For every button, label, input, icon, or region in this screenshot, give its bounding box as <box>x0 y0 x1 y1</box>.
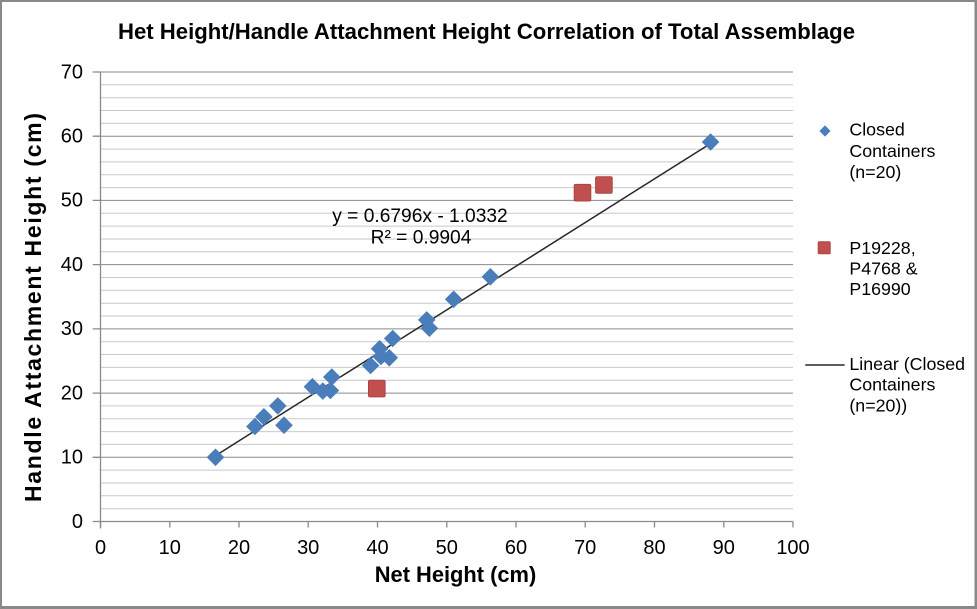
svg-text:40: 40 <box>366 537 388 559</box>
svg-text:40: 40 <box>61 254 83 276</box>
svg-text:30: 30 <box>297 537 319 559</box>
svg-text:60: 60 <box>505 537 527 559</box>
svg-text:50: 50 <box>436 537 458 559</box>
svg-text:P16990: P16990 <box>849 279 910 299</box>
svg-text:P4768 &: P4768 & <box>849 258 917 278</box>
svg-text:Linear (Closed: Linear (Closed <box>849 354 965 374</box>
svg-text:70: 70 <box>574 537 596 559</box>
svg-text:P19228,: P19228, <box>849 238 915 258</box>
svg-text:20: 20 <box>61 382 83 404</box>
svg-text:(n=20)): (n=20)) <box>849 395 907 415</box>
svg-text:Containers: Containers <box>849 374 935 394</box>
svg-text:60: 60 <box>61 126 83 148</box>
svg-text:y = 0.6796x - 1.0332: y = 0.6796x - 1.0332 <box>332 206 507 227</box>
svg-text:70: 70 <box>61 61 83 83</box>
svg-text:(n=20): (n=20) <box>849 162 901 182</box>
svg-text:Handle Attachment Height (cm): Handle Attachment Height (cm) <box>20 113 46 502</box>
svg-text:20: 20 <box>228 537 250 559</box>
svg-text:Closed: Closed <box>849 120 904 140</box>
svg-text:0: 0 <box>72 511 83 533</box>
svg-text:50: 50 <box>61 190 83 212</box>
svg-text:80: 80 <box>643 537 665 559</box>
svg-text:100: 100 <box>776 537 809 559</box>
svg-text:Net Height (cm): Net Height (cm) <box>375 562 537 587</box>
svg-text:90: 90 <box>713 537 735 559</box>
svg-text:0: 0 <box>95 537 106 559</box>
svg-text:10: 10 <box>159 537 181 559</box>
svg-text:10: 10 <box>61 447 83 469</box>
svg-text:Containers: Containers <box>849 141 935 161</box>
svg-text:Het Height/Handle Attachment H: Het Height/Handle Attachment Height Corr… <box>118 19 855 44</box>
svg-text:30: 30 <box>61 318 83 340</box>
svg-text:R² = 0.9904: R² = 0.9904 <box>371 228 472 249</box>
